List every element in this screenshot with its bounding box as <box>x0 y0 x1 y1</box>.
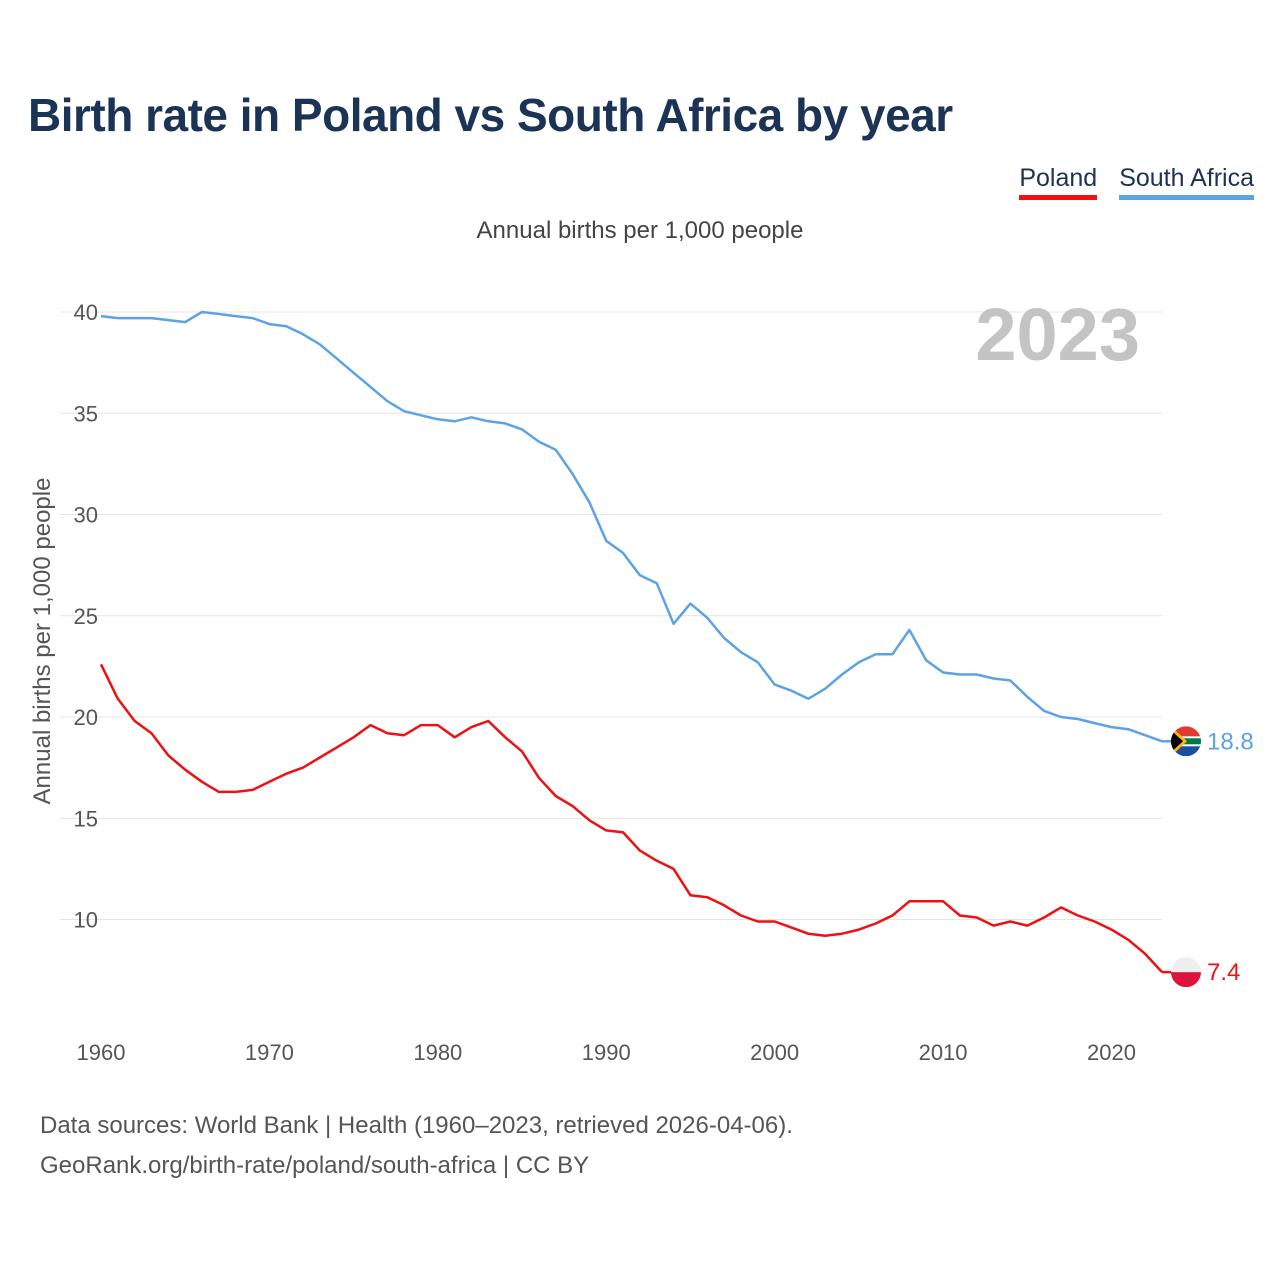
x-tick-label: 2010 <box>919 1040 968 1065</box>
x-axis-ticks: 1960 1970 1980 1990 2000 2010 2020 <box>77 1040 1136 1065</box>
series-line-south-africa[interactable] <box>100 310 1163 743</box>
source-line-2[interactable]: GeoRank.org/birth-rate/poland/south-afri… <box>40 1152 590 1179</box>
y-tick-label: 25 <box>74 604 98 629</box>
y-tick-label: 40 <box>74 300 98 325</box>
x-tick-label: 1990 <box>582 1040 631 1065</box>
end-value-poland: 7.4 <box>1207 959 1240 986</box>
x-tick-label: 2000 <box>750 1040 799 1065</box>
legend: Poland South Africa <box>1019 164 1254 200</box>
x-tick-label: 1980 <box>413 1040 462 1065</box>
y-tick-label: 20 <box>74 705 98 730</box>
year-watermark: 2023 <box>975 293 1140 376</box>
y-tick-label: 10 <box>74 908 98 933</box>
x-tick-label: 1970 <box>245 1040 294 1065</box>
x-tick-label: 1960 <box>77 1040 126 1065</box>
south-africa-flag-icon <box>1171 726 1201 757</box>
chart-title: Birth rate in Poland vs South Africa by … <box>28 89 953 141</box>
end-markers: 7.4 18.8 <box>1171 726 1254 988</box>
grid-lines <box>60 311 1162 920</box>
chart-subtitle: Annual births per 1,000 people <box>476 217 804 244</box>
x-tick-label: 2020 <box>1087 1040 1136 1065</box>
legend-south-africa[interactable]: South Africa <box>1119 164 1254 200</box>
poland-flag-icon <box>1171 957 1201 988</box>
series-line-poland[interactable] <box>99 663 1163 973</box>
source-line-1: Data sources: World Bank | Health (1960–… <box>40 1112 793 1139</box>
legend-poland[interactable]: Poland <box>1019 164 1098 200</box>
y-axis-label: Annual births per 1,000 people <box>29 478 56 805</box>
y-tick-label: 30 <box>74 503 98 528</box>
y-tick-label: 15 <box>74 806 98 831</box>
y-axis-ticks: 10 15 20 25 30 35 40 <box>74 300 98 933</box>
source-note: Data sources: World Bank | Health (1960–… <box>40 1106 793 1186</box>
y-tick-label: 35 <box>74 401 98 426</box>
series-lines <box>99 310 1172 974</box>
end-value-south-africa: 18.8 <box>1207 728 1254 755</box>
